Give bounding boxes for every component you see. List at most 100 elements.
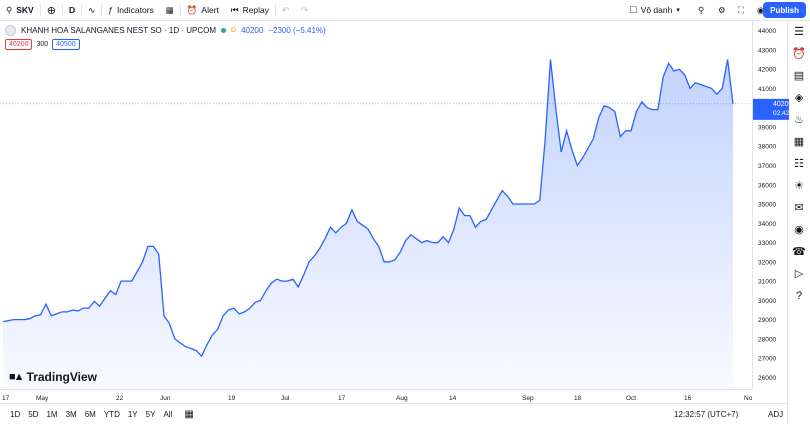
ask-price[interactable]: 40500 xyxy=(52,39,80,50)
data-type-label: D xyxy=(231,27,237,34)
price-tick-label: 28000 xyxy=(758,336,776,343)
price-tick-label: 35000 xyxy=(758,202,776,209)
price-tick-label: 33000 xyxy=(758,240,776,247)
help-icon[interactable]: ? xyxy=(795,290,803,302)
chart-legend: KHANH HOA SALANGANES NEST SO · 1D · UPCO… xyxy=(5,25,326,36)
time-axis[interactable]: 17 May 22 Jun 19 Jul 17 Aug 14 Sep 18 Oct 16 No xyxy=(0,389,753,404)
alert-label: Alert xyxy=(201,5,219,15)
alerts-clock-icon[interactable]: ⏰ xyxy=(792,48,806,60)
price-tick-label: 32000 xyxy=(758,259,776,266)
news-icon[interactable]: ☷ xyxy=(794,158,804,170)
range-button-ytd[interactable]: YTD xyxy=(103,409,120,419)
layout-square-icon: □ xyxy=(630,4,637,16)
fullscreen-button[interactable]: ⛶ xyxy=(732,0,750,20)
time-tick-label: 18 xyxy=(574,395,582,402)
price-label-countdown: 02:42:03 xyxy=(773,110,799,117)
price-label-symbol: SKV xyxy=(739,101,753,108)
layers-icon[interactable]: ◈ xyxy=(794,92,804,104)
undo-button[interactable]: ↶ xyxy=(276,0,295,20)
publish-button[interactable]: Publish xyxy=(763,2,806,18)
calendar-icon[interactable]: ▦ xyxy=(793,136,805,148)
price-tick-label: 43000 xyxy=(758,47,776,54)
time-tick-label: 17 xyxy=(338,395,346,402)
watchlist-icon[interactable]: ☰ xyxy=(794,26,804,38)
time-tick-label: 14 xyxy=(449,395,457,402)
tradingview-mark-icon: ■▲ xyxy=(9,371,24,383)
price-tick-label: 29000 xyxy=(758,317,776,324)
price-chart[interactable] xyxy=(0,21,752,389)
price-area-fill xyxy=(3,59,733,389)
quick-search-icon: ⚲ xyxy=(698,4,705,15)
time-tick-label: Oct xyxy=(626,395,636,402)
time-tick-label: No xyxy=(744,395,752,402)
ideas-icon[interactable]: ☀ xyxy=(794,180,804,192)
undo-icon: ↶ xyxy=(282,4,290,15)
market-status-dot xyxy=(221,28,227,33)
adj-toggle[interactable]: ADJ xyxy=(768,409,784,419)
interval-button[interactable]: D xyxy=(63,0,81,20)
streams-icon[interactable]: ◉ xyxy=(794,224,804,236)
alarm-clock-icon: ⏰ xyxy=(186,4,198,15)
alert-button[interactable]: ⏰ Alert xyxy=(181,0,225,20)
price-tick-label: 37000 xyxy=(758,163,776,170)
snapshot-button[interactable]: ◉ xyxy=(751,0,770,20)
time-tick-label: Jul xyxy=(281,395,290,402)
gear-icon: ⚙ xyxy=(718,4,726,15)
range-button-6m[interactable]: 6M xyxy=(84,409,96,419)
play-icon[interactable]: ▷ xyxy=(794,268,804,280)
data-window-icon[interactable]: ▤ xyxy=(793,70,805,82)
range-button-5y[interactable]: 5Y xyxy=(145,409,156,419)
fullscreen-icon: ⛶ xyxy=(738,4,744,15)
range-buttons: 1D 5D 1M 3M 6M YTD 1Y 5Y All xyxy=(0,410,176,419)
interval-label: D xyxy=(68,5,76,15)
price-tick-label: 44000 xyxy=(758,28,776,35)
range-button-1d[interactable]: 1D xyxy=(10,409,21,419)
time-tick-label: May xyxy=(36,395,49,402)
price-axis[interactable]: 26000 27000 28000 29000 30000 31000 32000 33000… xyxy=(739,21,799,389)
range-button-3m[interactable]: 3M xyxy=(65,409,77,419)
time-tick-label: Sep xyxy=(522,395,534,402)
clock-label[interactable]: 12:32:57 (UTC+7) xyxy=(674,409,739,419)
bid-price[interactable]: 40200 xyxy=(5,39,33,50)
chart-type-button[interactable]: ∿ xyxy=(82,0,101,20)
date-range-icon[interactable]: ▦ xyxy=(184,408,194,420)
range-button-1m[interactable]: 1M xyxy=(46,409,58,419)
chart-pane[interactable] xyxy=(0,21,752,389)
tradingview-logo[interactable]: ■▲ TradingView xyxy=(9,370,97,384)
redo-button[interactable]: ↷ xyxy=(295,0,314,20)
top-toolbar: ⚲ SKV ⊕ D ∿ ƒ Indicators ▦ ⏰ Alert ⏮ Rep… xyxy=(0,0,810,21)
price-tick-label: 27000 xyxy=(758,356,776,363)
layout-button[interactable]: □ Vô danh ▾ xyxy=(624,0,686,20)
price-tick-label: 38000 xyxy=(758,144,776,151)
time-tick-label: Jun xyxy=(160,395,171,402)
price-label-value: 40200 xyxy=(773,101,793,108)
price-tick-label: 31000 xyxy=(758,279,776,286)
replay-button[interactable]: ⏮ Replay xyxy=(225,0,275,20)
legend-title: KHANH HOA SALANGANES NEST SO · 1D · UPCO… xyxy=(21,26,217,35)
symbol-logo-icon xyxy=(5,25,16,36)
range-button-5d[interactable]: 5D xyxy=(28,409,39,419)
settings-button[interactable]: ⚙ xyxy=(712,0,732,20)
range-button-all[interactable]: All xyxy=(163,409,173,419)
time-tick-label: 16 xyxy=(684,395,692,402)
indicators-button[interactable]: ƒ Indicators xyxy=(102,0,160,20)
symbol-search[interactable]: ⚲ SKV xyxy=(0,0,40,20)
templates-button[interactable]: ▦ xyxy=(160,0,180,20)
notifications-icon[interactable]: ☎ xyxy=(792,246,806,258)
legend-change: −2300 (−5.41%) xyxy=(268,26,326,35)
price-tick-label: 42000 xyxy=(758,67,776,74)
hotlists-fire-icon[interactable]: ♨ xyxy=(794,114,804,126)
time-tick-label: Aug xyxy=(396,395,408,402)
compare-button[interactable]: ⊕ xyxy=(41,0,62,20)
time-tick-label: 19 xyxy=(228,395,236,402)
price-tick-label: 34000 xyxy=(758,221,776,228)
quick-search-button[interactable]: ⚲ xyxy=(692,0,710,20)
chat-icon[interactable]: ✉ xyxy=(794,202,804,214)
redo-icon: ↷ xyxy=(301,4,309,15)
range-button-1y[interactable]: 1Y xyxy=(127,409,138,419)
price-tick-label: 36000 xyxy=(758,182,776,189)
right-toolbar: ☰ ⏰ ▤ ◈ ♨ ▦ ☷ ☀ ✉ ◉ ☎ ▷ ? xyxy=(787,21,810,423)
time-tick-label: 17 xyxy=(2,395,10,402)
spread-value: 300 xyxy=(36,41,49,48)
layout-name: Vô danh xyxy=(640,5,673,15)
